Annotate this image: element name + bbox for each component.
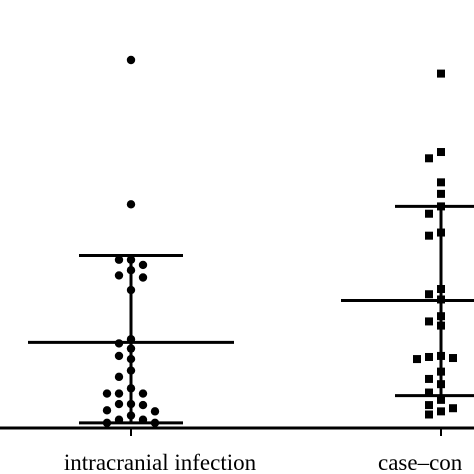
data-point-0-22 — [138, 400, 148, 410]
data-point-1-22 — [425, 388, 433, 397]
data-point-1-0 — [437, 69, 445, 78]
data-point-1-26 — [437, 407, 445, 416]
data-point-1-27 — [425, 410, 433, 419]
data-point-0-25 — [126, 411, 136, 420]
data-point-1-3 — [437, 178, 445, 187]
data-point-1-14 — [437, 321, 445, 330]
data-point-0-24 — [150, 407, 160, 416]
data-point-0-3 — [114, 255, 124, 264]
data-point-1-8 — [425, 231, 433, 240]
data-point-0-11 — [126, 344, 136, 353]
data-point-1-9 — [437, 285, 445, 294]
data-point-0-8 — [126, 285, 136, 295]
data-point-0-5 — [126, 265, 136, 275]
data-point-1-10 — [425, 290, 433, 299]
data-point-0-18 — [138, 389, 148, 398]
data-point-0-28 — [102, 418, 112, 428]
category-label-1: case–con — [378, 450, 463, 474]
data-point-0-9 — [126, 335, 136, 344]
data-point-0-21 — [114, 399, 124, 409]
data-point-1-1 — [437, 148, 445, 157]
chart-marks — [28, 55, 474, 428]
data-point-0-20 — [126, 399, 136, 409]
data-point-0-15 — [114, 372, 124, 382]
data-point-1-25 — [449, 404, 457, 413]
data-point-1-21 — [437, 380, 445, 389]
data-point-1-15 — [437, 351, 445, 360]
data-point-1-7 — [437, 228, 445, 237]
data-point-0-29 — [150, 418, 160, 428]
data-point-0-17 — [114, 389, 124, 398]
data-point-1-24 — [425, 401, 433, 410]
data-point-0-26 — [114, 415, 124, 424]
data-point-0-1 — [126, 200, 136, 209]
data-point-1-6 — [425, 209, 433, 218]
data-point-1-20 — [425, 374, 433, 383]
data-point-1-11 — [437, 295, 445, 304]
data-point-1-23 — [437, 395, 445, 404]
data-point-1-2 — [425, 154, 433, 163]
data-point-1-13 — [425, 317, 433, 326]
data-point-0-14 — [126, 366, 136, 375]
data-point-0-6 — [114, 271, 124, 280]
data-point-1-19 — [437, 367, 445, 376]
data-point-1-12 — [437, 312, 445, 321]
data-point-0-4 — [138, 260, 148, 270]
data-point-0-10 — [114, 339, 124, 348]
data-point-0-13 — [126, 354, 136, 364]
data-point-0-0 — [126, 55, 136, 65]
data-point-0-7 — [138, 273, 148, 282]
data-point-1-17 — [449, 354, 457, 363]
data-point-0-19 — [102, 389, 112, 398]
data-point-0-23 — [102, 406, 112, 415]
category-label-0: intracranial infection — [64, 450, 257, 474]
data-point-0-27 — [138, 415, 148, 424]
data-point-0-16 — [126, 384, 136, 393]
data-point-0-2 — [126, 255, 136, 264]
data-point-1-4 — [437, 189, 445, 198]
data-point-0-12 — [114, 351, 124, 361]
data-point-1-18 — [413, 355, 421, 364]
data-point-1-5 — [437, 202, 445, 211]
data-point-1-16 — [425, 352, 433, 361]
